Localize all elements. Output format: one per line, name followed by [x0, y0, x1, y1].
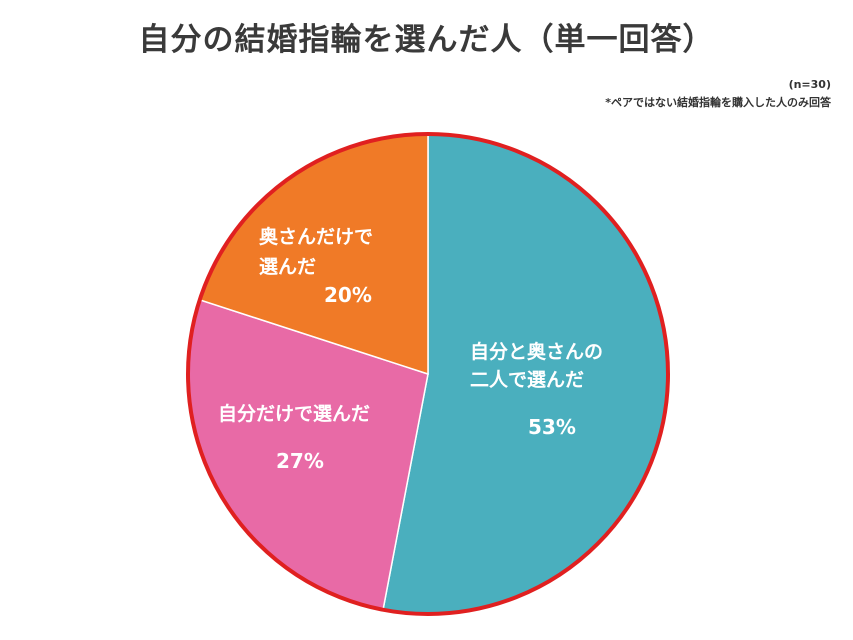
slice-label: 二人で選んだ [470, 369, 584, 391]
chart-title: 自分の結婚指輪を選んだ人（単一回答） [138, 22, 715, 58]
slice-value-label: 20% [324, 283, 372, 307]
slice-label: 選んだ [259, 256, 316, 278]
slice-label: 奥さんだけで [259, 225, 373, 248]
slice-value-label: 27% [276, 449, 324, 473]
slice-value-label: 53% [528, 415, 576, 439]
sample-size-note: (n=30) [788, 78, 831, 91]
slice-label: 自分だけで選んだ [218, 402, 370, 425]
footnote: *ペアではない結婚指輪を購入した人のみ回答 [605, 96, 831, 109]
pie-outline [186, 132, 670, 616]
slice-label: 自分と奥さんの [470, 340, 603, 363]
